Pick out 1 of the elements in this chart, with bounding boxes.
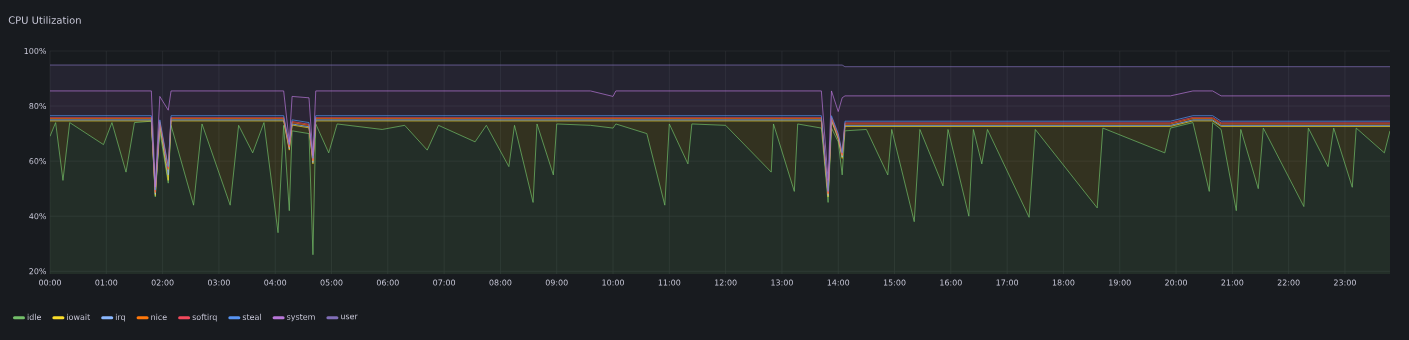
chart-title: CPU Utilization xyxy=(8,16,81,24)
